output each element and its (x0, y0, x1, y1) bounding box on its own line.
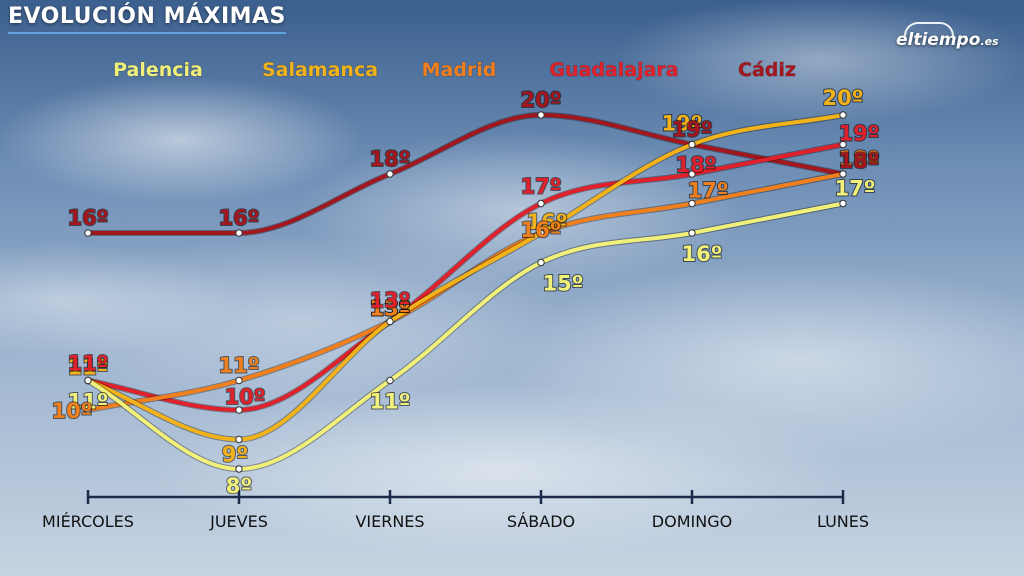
data-point-cadiz (84, 229, 92, 237)
data-label-madrid: 16º (520, 218, 561, 242)
data-point-salamanca (386, 317, 394, 326)
data-label-guadalajara: 17º (520, 175, 561, 199)
data-label-guadalajara: 13º (369, 289, 410, 313)
data-label-palencia: 16º (681, 242, 722, 266)
logo-sub-text: .es (980, 35, 999, 48)
data-point-cadiz (386, 170, 394, 178)
series-line-shadow-madrid (85, 171, 846, 413)
data-label-salamanca: 13º (369, 297, 410, 321)
data-point-palencia (688, 229, 696, 237)
data-label-cadiz: 18º (369, 147, 410, 171)
data-label-cadiz: 18º (838, 149, 879, 173)
x-tick-label-viernes: VIERNES (355, 512, 424, 531)
series-line-madrid (86, 172, 845, 412)
data-point-madrid (839, 170, 847, 178)
data-point-palencia (537, 258, 545, 267)
data-point-madrid (235, 376, 243, 385)
data-point-palencia (386, 376, 394, 385)
data-point-madrid (688, 199, 696, 208)
x-tick-label-jueves: JUEVES (209, 512, 268, 531)
series-line-palencia (86, 201, 845, 472)
x-tick-label-lunes: LUNES (817, 512, 869, 531)
data-label-madrid: 13º (369, 297, 410, 321)
x-tick-label-miercoles: MIÉRCOLES (42, 512, 134, 531)
data-label-palencia: 17º (834, 177, 875, 201)
data-point-cadiz (537, 111, 545, 119)
data-label-palencia: 11º (67, 390, 108, 414)
x-axis: MIÉRCOLES JUEVES VIERNES SÁBADO DOMINGO LUNES (42, 490, 869, 531)
data-point-salamanca (839, 111, 847, 119)
legend-item-palencia: Palencia (113, 59, 203, 81)
data-label-guadalajara: 11º (67, 352, 108, 376)
x-tick-label-domingo: DOMINGO (652, 512, 732, 531)
series-line-guadalajara (86, 142, 845, 413)
series-lines (84, 111, 847, 473)
data-label-cadiz: 16º (67, 206, 108, 230)
data-label-guadalajara: 19º (838, 122, 879, 146)
legend-item-salamanca: Salamanca (262, 59, 378, 81)
eltiempo-logo[interactable]: eltiempo.es (896, 30, 999, 50)
data-point-madrid (84, 406, 92, 414)
data-point-salamanca (537, 229, 545, 237)
series-line-salamanca (86, 113, 845, 442)
data-label-salamanca: 20º (822, 86, 863, 110)
data-label-palencia: 15º (542, 272, 583, 296)
data-point-guadalajara (688, 170, 696, 178)
data-label-guadalajara: 10º (224, 385, 265, 409)
data-point-guadalajara (537, 199, 545, 208)
data-point-guadalajara (839, 140, 847, 149)
data-label-palencia: 8º (226, 474, 252, 498)
series-line-shadow-palencia (85, 200, 846, 473)
legend: Palencia Salamanca Madrid Guadalajara Cádiz (113, 59, 797, 82)
data-label-madrid: 18º (838, 147, 879, 171)
data-label-salamanca: 11º (67, 356, 108, 380)
legend-item-cadiz: Cádiz (738, 59, 796, 81)
chart-title: EVOLUCIÓN MÁXIMAS (8, 4, 286, 34)
data-label-guadalajara: 18º (675, 153, 716, 177)
data-label-madrid: 17º (687, 179, 728, 203)
data-label-salamanca: 19º (661, 112, 702, 136)
data-label-cadiz: 20º (520, 88, 561, 112)
data-label-cadiz: 19º (671, 118, 712, 142)
data-point-salamanca (688, 140, 696, 149)
data-point-palencia (235, 465, 243, 473)
data-point-palencia (84, 376, 92, 385)
data-point-cadiz (235, 229, 243, 237)
data-label-madrid: 11º (218, 354, 259, 378)
data-label-palencia: 11º (369, 390, 410, 414)
data-label-madrid: 10º (51, 399, 92, 423)
logo-main-text: eltiempo (896, 30, 981, 50)
legend-item-madrid: Madrid (422, 59, 497, 81)
x-tick-label-sabado: SÁBADO (507, 512, 575, 531)
series-line-cadiz (86, 112, 845, 236)
legend-item-guadalajara: Guadalajara (549, 59, 678, 81)
data-label-salamanca: 9º (222, 443, 248, 467)
data-point-salamanca (235, 435, 243, 444)
data-labels: 11º8º11º15º16º17º11º9º13º16º19º20º10º11º… (50, 85, 880, 499)
data-point-guadalajara (235, 406, 243, 414)
data-label-salamanca: 16º (526, 210, 567, 234)
data-point-palencia (839, 199, 847, 208)
data-label-cadiz: 16º (218, 206, 259, 230)
